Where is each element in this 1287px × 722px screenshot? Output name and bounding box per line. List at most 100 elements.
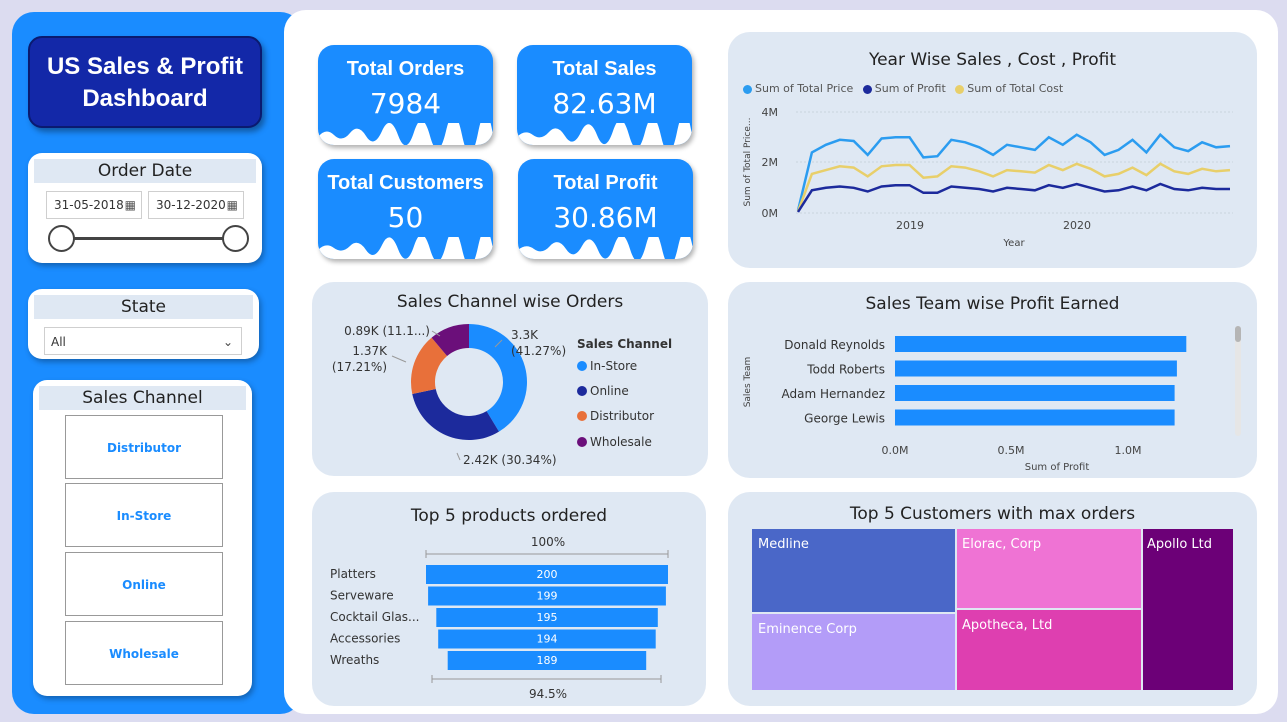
date-slider-start-handle[interactable] <box>48 225 75 252</box>
donut-chart: 3.3K (41.27%) 2.42K (30.34%) 1.37K (17.2… <box>332 324 672 467</box>
end-date-input[interactable]: 30-12-2020 ▦ <box>148 191 244 219</box>
slice-label-instore-1: 3.3K <box>511 328 539 342</box>
kpi-value: 7984 <box>369 87 442 120</box>
treemap-apotheca[interactable] <box>957 610 1141 690</box>
donut-slice-distributor[interactable] <box>411 337 448 395</box>
date-slider-end-handle[interactable] <box>222 225 249 252</box>
x-tick-2020: 2020 <box>1063 219 1091 232</box>
kpi-wave <box>518 237 693 259</box>
donut-slice-in-store[interactable] <box>469 324 527 432</box>
series-line-price <box>796 132 1231 211</box>
legend-instore: In-Store <box>590 359 637 373</box>
series-line-profit <box>796 182 1230 213</box>
order-date-slicer: Order Date 31-05-2018 ▦ 30-12-2020 ▦ <box>28 153 262 263</box>
kpi-value: 30.86M <box>553 201 658 234</box>
calendar-icon[interactable]: ▦ <box>124 198 136 212</box>
team-bar[interactable] <box>895 385 1175 401</box>
team-label: Todd Roberts <box>806 363 885 377</box>
slice-label-distributor-1: 1.37K <box>352 344 388 358</box>
dashboard-title: US Sales & Profit Dashboard <box>28 36 262 128</box>
donut-slice-online[interactable] <box>412 389 499 440</box>
kpi-label: Total Orders <box>346 58 465 80</box>
product-value: 199 <box>537 590 558 603</box>
legend-cost: Sum of Total Cost <box>967 82 1064 95</box>
sales-channel-title: Sales Channel <box>39 386 246 410</box>
funnel-top-label: 100% <box>531 535 565 549</box>
sales-channel-slicer: Sales Channel Distributor In-Store Onlin… <box>33 380 252 696</box>
legend-profit: Sum of Profit <box>874 82 946 95</box>
kpi-label: Total Profit <box>553 172 658 194</box>
product-value: 189 <box>537 654 558 667</box>
team-label: Donald Reynolds <box>784 338 885 352</box>
product-value: 194 <box>537 633 558 646</box>
treemap-eminence[interactable] <box>752 614 955 690</box>
y-axis-label: Sum of Total Price... <box>743 118 753 207</box>
slice-label-online: 2.42K (30.34%) <box>463 453 557 467</box>
chart-title: Year Wise Sales , Cost , Profit <box>868 50 1117 70</box>
team-label: George Lewis <box>804 412 885 426</box>
product-bar[interactable] <box>426 565 668 584</box>
channel-button-online[interactable]: Online <box>65 552 223 616</box>
chart-title: Top 5 products ordered <box>410 506 608 526</box>
date-slider-track[interactable] <box>64 237 236 240</box>
legend-wholesale: Wholesale <box>590 435 652 449</box>
y-axis-label: Sales Team <box>743 357 753 408</box>
line-legend: Sum of Total Price Sum of Profit Sum of … <box>743 82 1063 95</box>
legend-dot-price <box>743 84 752 94</box>
channel-button-in-store[interactable]: In-Store <box>65 483 223 547</box>
slice-label-wholesale: 0.89K (11.1...) <box>344 324 430 338</box>
x-tick-2: 1.0M <box>1115 444 1142 457</box>
x-axis-label: Sum of Profit <box>1025 462 1090 473</box>
title-line-2: Dashboard <box>82 85 208 112</box>
treemap-apollo[interactable] <box>1143 529 1233 690</box>
team-bar[interactable] <box>895 409 1175 426</box>
donut-slice-wholesale[interactable] <box>431 324 469 357</box>
state-slicer: State All ⌄ <box>28 289 259 359</box>
treemap-medline[interactable] <box>752 529 955 612</box>
product-bar[interactable] <box>428 586 666 606</box>
top-customers-card: Top 5 Customers with max orders Medline … <box>728 492 1257 706</box>
chart-title: Sales Channel wise Orders <box>396 292 624 312</box>
kpi-label: Total Sales <box>552 58 657 80</box>
legend-online: Online <box>590 384 629 398</box>
start-date-input[interactable]: 31-05-2018 ▦ <box>46 191 142 219</box>
kpi-total-profit: Total Profit 30.86M <box>518 159 693 259</box>
kpi-wave <box>318 123 493 145</box>
team-bar[interactable] <box>895 360 1177 377</box>
product-label: Serveware <box>330 589 394 603</box>
channel-button-distributor[interactable]: Distributor <box>65 415 223 479</box>
product-label: Platters <box>330 567 376 581</box>
product-label: Cocktail Glas... <box>330 610 420 624</box>
treemap-chart: Medline Elorac, Corp Apollo Ltd Eminence… <box>752 529 1233 690</box>
team-bar[interactable] <box>895 336 1187 352</box>
calendar-icon[interactable]: ▦ <box>226 198 238 212</box>
year-wise-card: Year Wise Sales , Cost , Profit Sum of T… <box>728 32 1257 268</box>
kpi-value: 82.63M <box>552 87 657 120</box>
product-bar[interactable] <box>447 651 647 670</box>
kpi-value: 50 <box>387 201 424 234</box>
treemap-elorac[interactable] <box>957 529 1141 608</box>
product-label: Wreaths <box>330 653 379 667</box>
x-tick-1: 0.5M <box>998 444 1025 457</box>
chart-title: Top 5 Customers with max orders <box>849 504 1136 524</box>
chart-title: Sales Team wise Profit Earned <box>865 294 1120 314</box>
treemap-label-elorac: Elorac, Corp <box>962 537 1041 552</box>
product-bar[interactable] <box>438 629 656 649</box>
chevron-down-icon[interactable]: ⌄ <box>222 335 233 349</box>
legend-distributor: Distributor <box>590 409 654 423</box>
sales-team-card: Sales Team wise Profit Earned Sales Team… <box>728 282 1257 478</box>
legend-dot-cost <box>955 84 965 94</box>
treemap-label-eminence: Eminence Corp <box>758 622 857 637</box>
x-axis-label: Year <box>1002 238 1025 249</box>
state-title: State <box>34 295 253 319</box>
scrollbar-thumb[interactable] <box>1235 326 1241 342</box>
product-value: 195 <box>537 611 558 624</box>
scrollbar-track[interactable] <box>1235 326 1241 436</box>
treemap-label-medline: Medline <box>758 537 809 552</box>
channel-button-wholesale[interactable]: Wholesale <box>65 621 223 685</box>
state-dropdown[interactable]: All ⌄ <box>44 327 242 355</box>
series-line-cost <box>796 162 1231 212</box>
product-bar[interactable] <box>436 608 658 627</box>
top-products-card: Top 5 products ordered 100% 94.5% Platte… <box>312 492 706 706</box>
top-products-funnel: 100% 94.5% Platters 200 Serveware 199 Cockta… <box>330 535 669 701</box>
